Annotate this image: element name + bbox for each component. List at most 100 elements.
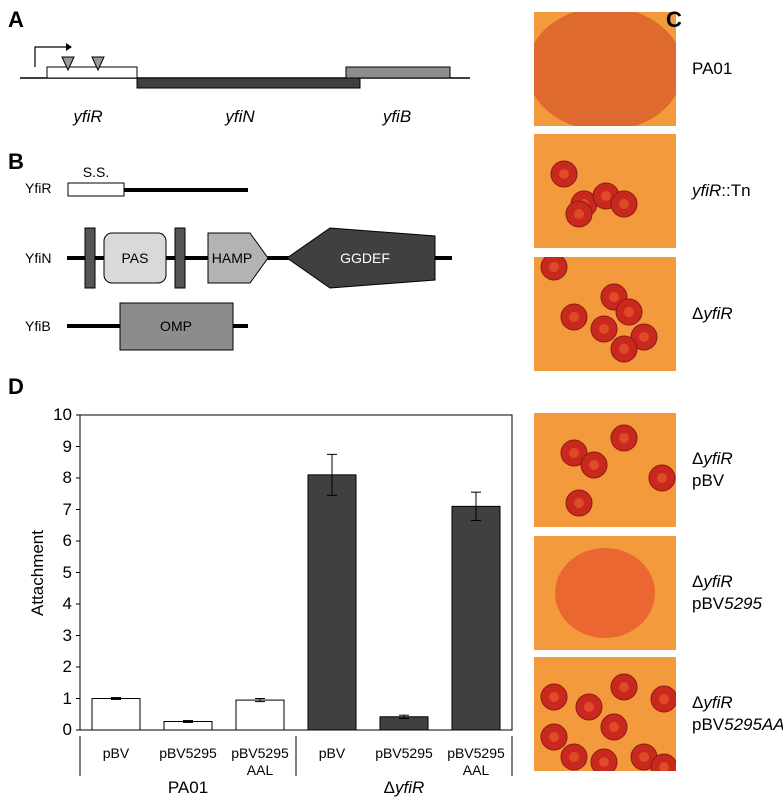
- colony-center: [609, 292, 619, 302]
- protein-label: YfiN: [25, 250, 52, 266]
- signal-box: [67, 182, 125, 197]
- bar: [307, 474, 357, 731]
- y-tick-label: 1: [62, 688, 72, 708]
- gene-label: yfiN: [225, 107, 255, 126]
- colony-center: [609, 722, 619, 732]
- colony-center: [569, 448, 579, 458]
- protein-label: YfiR: [25, 180, 52, 196]
- domain-label: HAMP: [211, 250, 253, 266]
- colony-center: [569, 752, 579, 762]
- label-segment: Δ: [383, 778, 396, 797]
- y-tick-label: 10: [53, 405, 72, 424]
- colony-center: [574, 209, 584, 219]
- label-segment: ::Tn: [721, 181, 751, 200]
- promoter-arrow: [34, 46, 66, 67]
- colony-label: pBV5295: [692, 594, 762, 614]
- label-segment: yfiR: [692, 181, 722, 200]
- colony-center: [569, 312, 579, 322]
- label-segment: 5295: [724, 594, 762, 613]
- y-tick-label: 9: [62, 436, 72, 456]
- colony-label: pBV: [692, 471, 724, 491]
- y-tick-label: 4: [62, 594, 72, 613]
- colony-label: ΔyfiR: [692, 304, 733, 324]
- tm-helix: [84, 227, 96, 289]
- colony-center: [549, 262, 559, 272]
- insertion-triangle: [61, 56, 75, 72]
- plot-frame: [79, 414, 513, 731]
- label-segment: Δ: [692, 304, 704, 323]
- protein-label: YfiB: [25, 318, 51, 334]
- gene-map: [20, 43, 470, 89]
- colony-image: [534, 657, 676, 771]
- colony-center: [619, 682, 629, 692]
- colony-center: [639, 332, 649, 342]
- colony-center: [619, 199, 629, 209]
- label-segment: yfiR: [703, 693, 733, 712]
- panel-label: B: [8, 149, 24, 174]
- domain-label: PAS: [121, 250, 149, 266]
- colony-center: [639, 752, 649, 762]
- gene-label: yfiR: [73, 107, 103, 126]
- colony-center: [619, 344, 629, 354]
- panel-label: C: [666, 7, 682, 32]
- domain-label: OMP: [160, 318, 192, 334]
- y-tick-label: 2: [62, 657, 72, 676]
- label-segment: yfiR: [703, 304, 733, 323]
- colony-label: ΔyfiR: [692, 449, 733, 469]
- colony-center: [574, 498, 584, 508]
- colony-center: [599, 324, 609, 334]
- label-segment: pBV: [692, 471, 725, 490]
- panel-label: A: [8, 7, 24, 32]
- gene-box: [46, 66, 138, 79]
- insertion-triangle: [91, 56, 105, 72]
- colony-label: ΔyfiR: [692, 693, 733, 713]
- x-tick-label: pBV5295 AAL: [231, 745, 289, 778]
- colony-image: [534, 134, 676, 248]
- y-tick-label: 0: [62, 720, 72, 739]
- colony-center: [549, 692, 559, 702]
- domain-diagram: [67, 182, 452, 351]
- domain-label: S.S.: [82, 164, 110, 180]
- colony-label: yfiR::Tn: [692, 181, 751, 201]
- domain-label: GGDEF: [340, 250, 390, 266]
- label-segment: Δ: [692, 693, 704, 712]
- label-segment: pBV: [692, 715, 725, 734]
- label-segment: PA01: [692, 59, 733, 78]
- colony-image: [534, 536, 676, 650]
- y-tick-label: 5: [62, 562, 72, 582]
- x-tick-label: pBV: [102, 745, 130, 761]
- label-segment: yfiR: [703, 572, 733, 591]
- promoter-arrowhead: [66, 43, 72, 51]
- x-tick-label: pBV: [318, 745, 346, 761]
- bar: [235, 699, 285, 731]
- y-tick-label: 3: [62, 625, 72, 645]
- colony-image: [534, 12, 676, 126]
- colony-center: [584, 702, 594, 712]
- y-tick-label: 7: [62, 499, 72, 519]
- colony-center: [619, 433, 629, 443]
- group-label: ΔyfiR: [384, 778, 425, 798]
- gene-box: [345, 66, 451, 79]
- colony-label: ΔyfiR: [692, 572, 733, 592]
- colony-image: [534, 257, 676, 371]
- hamp-domain: [207, 232, 269, 284]
- ggdef-domain: [286, 227, 436, 289]
- colony-images: [534, 12, 676, 771]
- y-tick-label: 6: [62, 531, 72, 550]
- colony-center: [549, 732, 559, 742]
- y-tick-label: 8: [62, 468, 72, 487]
- label-segment: pBV: [692, 594, 725, 613]
- x-tick-label: pBV5295: [159, 745, 217, 761]
- label-segment: Δ: [692, 449, 704, 468]
- colony-center: [589, 460, 599, 470]
- colony-center: [559, 169, 569, 179]
- label-segment: Δ: [692, 572, 704, 591]
- colony-center: [601, 191, 611, 201]
- pas-domain: [103, 232, 167, 284]
- y-axis-label: Attachment: [28, 529, 47, 616]
- colony-center: [659, 694, 669, 704]
- colony: [555, 548, 655, 638]
- label-segment: yfiR: [395, 778, 425, 797]
